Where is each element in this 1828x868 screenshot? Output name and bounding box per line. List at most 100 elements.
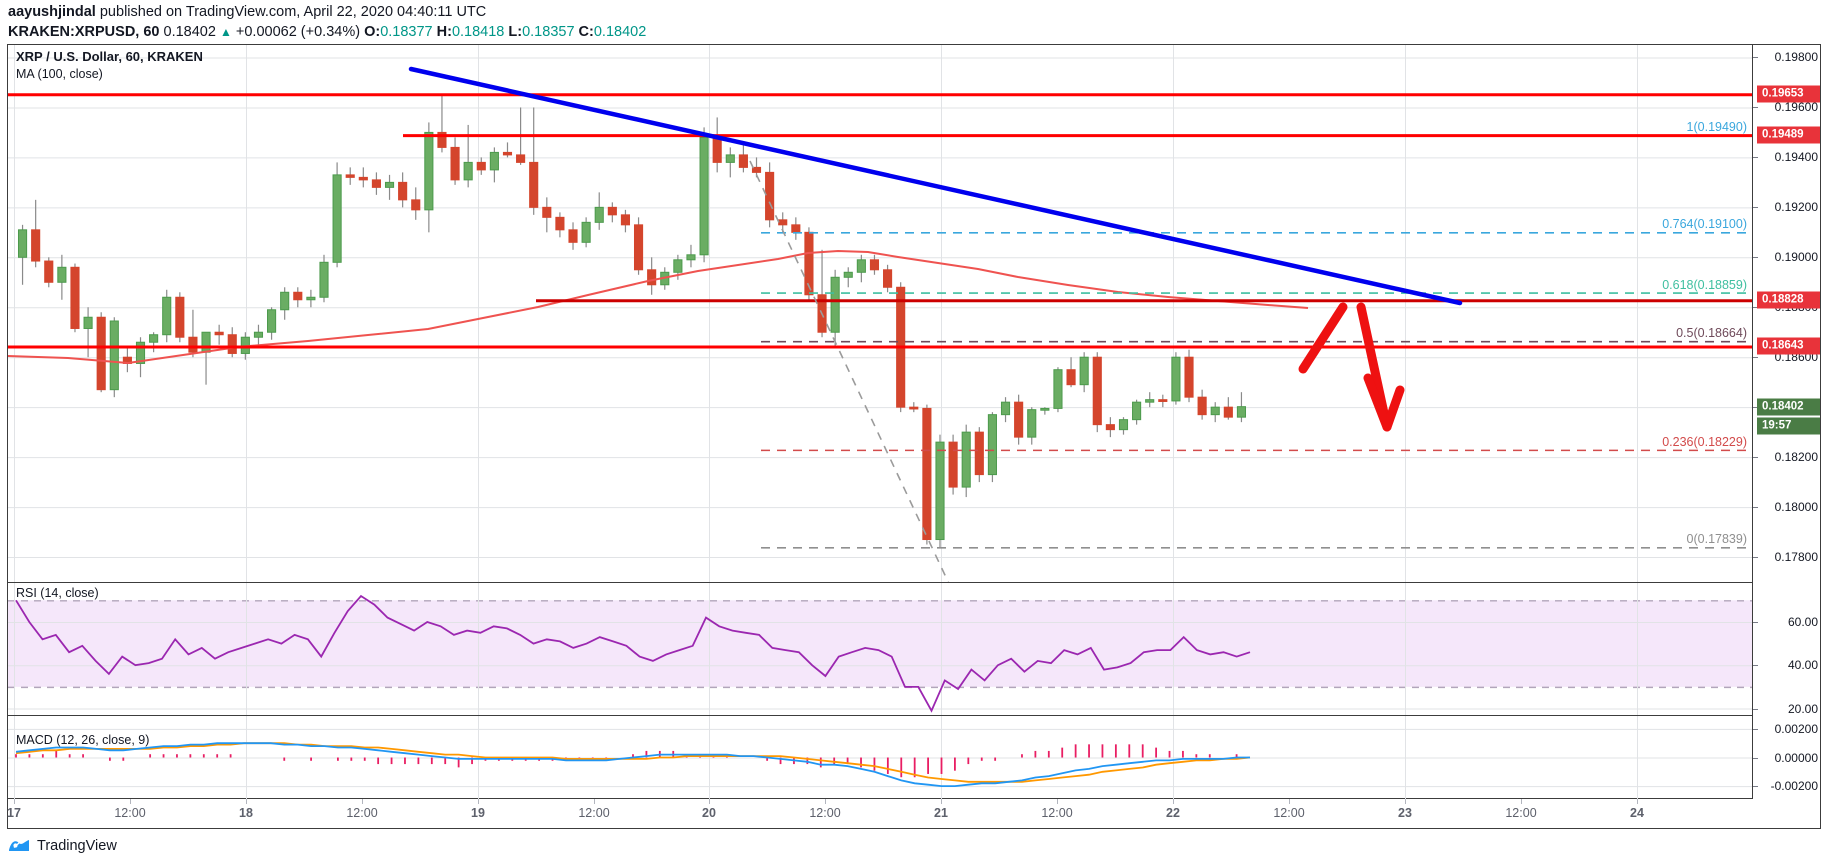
time-axis-label: 12:00 bbox=[114, 806, 146, 820]
candle-body bbox=[869, 259, 880, 271]
price-axis-label: 0.17800 bbox=[1774, 550, 1818, 565]
chart-frame[interactable]: XRP / U.S. Dollar, 60, KRAKEN MA (100, c… bbox=[7, 44, 1821, 799]
time-axis-tick bbox=[1057, 799, 1058, 804]
price-level-badge: 0.18643 bbox=[1757, 337, 1820, 355]
candle-body bbox=[725, 154, 735, 163]
time-axis-tick bbox=[1405, 799, 1406, 804]
time-axis-label: 12:00 bbox=[1505, 806, 1537, 820]
macd-axis-tick bbox=[1753, 757, 1758, 759]
price-axis-tick bbox=[1753, 157, 1758, 159]
candle-body bbox=[1079, 356, 1089, 386]
candle-body bbox=[188, 336, 198, 353]
candle-body bbox=[909, 406, 919, 410]
fib-level-label: 0.618(0.18859) bbox=[1662, 277, 1747, 292]
candle-body bbox=[516, 154, 526, 163]
price-axis-tick bbox=[1753, 107, 1758, 109]
published-text: published on TradingView.com, April 22, … bbox=[95, 4, 487, 20]
candle-body bbox=[57, 266, 67, 283]
candle-body bbox=[1000, 401, 1011, 416]
time-axis[interactable]: 17 12:00 18 12:00 19 12:00 20 12:00 21 12:00 22 12:… bbox=[7, 799, 1821, 829]
candle-body bbox=[1105, 424, 1115, 431]
candle-body bbox=[162, 296, 172, 336]
fibonacci-retracement bbox=[761, 134, 1753, 549]
candle-body bbox=[633, 224, 644, 271]
candle-body bbox=[987, 414, 997, 476]
price-pane[interactable]: XRP / U.S. Dollar, 60, KRAKEN MA (100, c… bbox=[8, 45, 1753, 582]
price-level-badge: 0.18828 bbox=[1757, 291, 1820, 309]
candle-body bbox=[358, 176, 368, 181]
candle-body bbox=[17, 229, 28, 258]
candle-body bbox=[1171, 356, 1181, 402]
candle-body bbox=[306, 296, 316, 301]
rsi-axis-label: 20.00 bbox=[1787, 701, 1818, 716]
candle-body bbox=[765, 171, 775, 221]
candle-body bbox=[581, 221, 591, 243]
candle-body bbox=[1040, 407, 1050, 411]
bar-countdown-badge: 19:57 bbox=[1757, 417, 1820, 435]
candle-body bbox=[1158, 399, 1168, 402]
rsi-axis-label: 60.00 bbox=[1787, 614, 1818, 629]
up-triangle-icon: ▲ bbox=[219, 25, 232, 39]
high-value: 0.18418 bbox=[451, 24, 505, 40]
last-price: 0.18402 bbox=[163, 24, 216, 40]
candle-body bbox=[830, 276, 840, 333]
time-axis-tick bbox=[362, 799, 363, 804]
time-axis-tick bbox=[709, 799, 710, 804]
candle-body bbox=[1118, 419, 1129, 431]
price-axis-label: 0.19400 bbox=[1774, 150, 1818, 165]
rsi-pane[interactable]: RSI (14, close) bbox=[8, 583, 1753, 715]
time-axis-tick bbox=[246, 799, 247, 804]
candle-body bbox=[542, 206, 552, 218]
candle-body bbox=[1184, 356, 1194, 398]
macd-axis-label: 0.00000 bbox=[1774, 750, 1818, 765]
fib-level-label: 0.236(0.18229) bbox=[1662, 434, 1747, 449]
arrow-head bbox=[1363, 373, 1405, 432]
candle-body bbox=[791, 224, 801, 233]
price-axis-label: 0.18200 bbox=[1774, 450, 1818, 465]
close-value: 0.18402 bbox=[593, 24, 647, 40]
time-axis-label: 12:00 bbox=[1273, 806, 1305, 820]
candle-body bbox=[699, 136, 709, 256]
price-axis-tick bbox=[1753, 457, 1758, 459]
candle-body bbox=[227, 334, 237, 354]
price-axis[interactable]: 0.19800 0.19600 0.19400 0.19200 0.19000 0.188… bbox=[1752, 45, 1820, 799]
macd-pane[interactable]: MACD (12, 26, close, 9) bbox=[8, 716, 1753, 799]
candle-body bbox=[450, 146, 460, 181]
candle-body bbox=[922, 407, 932, 541]
candle-body bbox=[1027, 409, 1037, 438]
close-label: C: bbox=[578, 24, 594, 40]
time-axis-label: 19 bbox=[471, 806, 485, 820]
candle-body bbox=[1014, 401, 1024, 438]
candle-body bbox=[883, 269, 893, 288]
candle-body bbox=[280, 291, 290, 311]
rsi-axis-tick bbox=[1753, 665, 1758, 667]
candle-body bbox=[1210, 406, 1220, 416]
candle-body bbox=[751, 166, 762, 173]
candle-body bbox=[555, 216, 565, 231]
candle-body bbox=[96, 316, 106, 391]
rsi-axis-tick bbox=[1753, 708, 1758, 710]
time-axis-label: 18 bbox=[239, 806, 253, 820]
time-axis-tick bbox=[14, 799, 15, 804]
footer-brand[interactable]: TradingView bbox=[8, 838, 117, 854]
price-level-badge: 0.19489 bbox=[1757, 126, 1820, 144]
tradingview-wordmark: TradingView bbox=[37, 838, 117, 854]
price-axis-tick bbox=[1753, 207, 1758, 209]
price-axis-tick bbox=[1753, 257, 1758, 259]
time-axis-label: 20 bbox=[702, 806, 716, 820]
rsi-axis-tick bbox=[1753, 621, 1758, 623]
time-axis-tick bbox=[825, 799, 826, 804]
candle-body bbox=[529, 161, 539, 208]
time-axis-label: 12:00 bbox=[578, 806, 610, 820]
candle-body bbox=[778, 219, 788, 226]
symbol-label: KRAKEN:XRPUSD, 60 bbox=[8, 24, 160, 40]
fib-level-label: 0.764(0.19100) bbox=[1662, 217, 1747, 232]
time-axis-tick bbox=[1173, 799, 1174, 804]
candle-body bbox=[398, 181, 408, 201]
price-pane-canvas bbox=[8, 45, 1753, 582]
candle-body bbox=[175, 296, 185, 338]
macd-axis-label: -0.00200 bbox=[1770, 779, 1818, 794]
pane-divider-1 bbox=[8, 582, 1753, 583]
time-axis-label: 12:00 bbox=[809, 806, 841, 820]
low-value: 0.18357 bbox=[522, 24, 575, 40]
